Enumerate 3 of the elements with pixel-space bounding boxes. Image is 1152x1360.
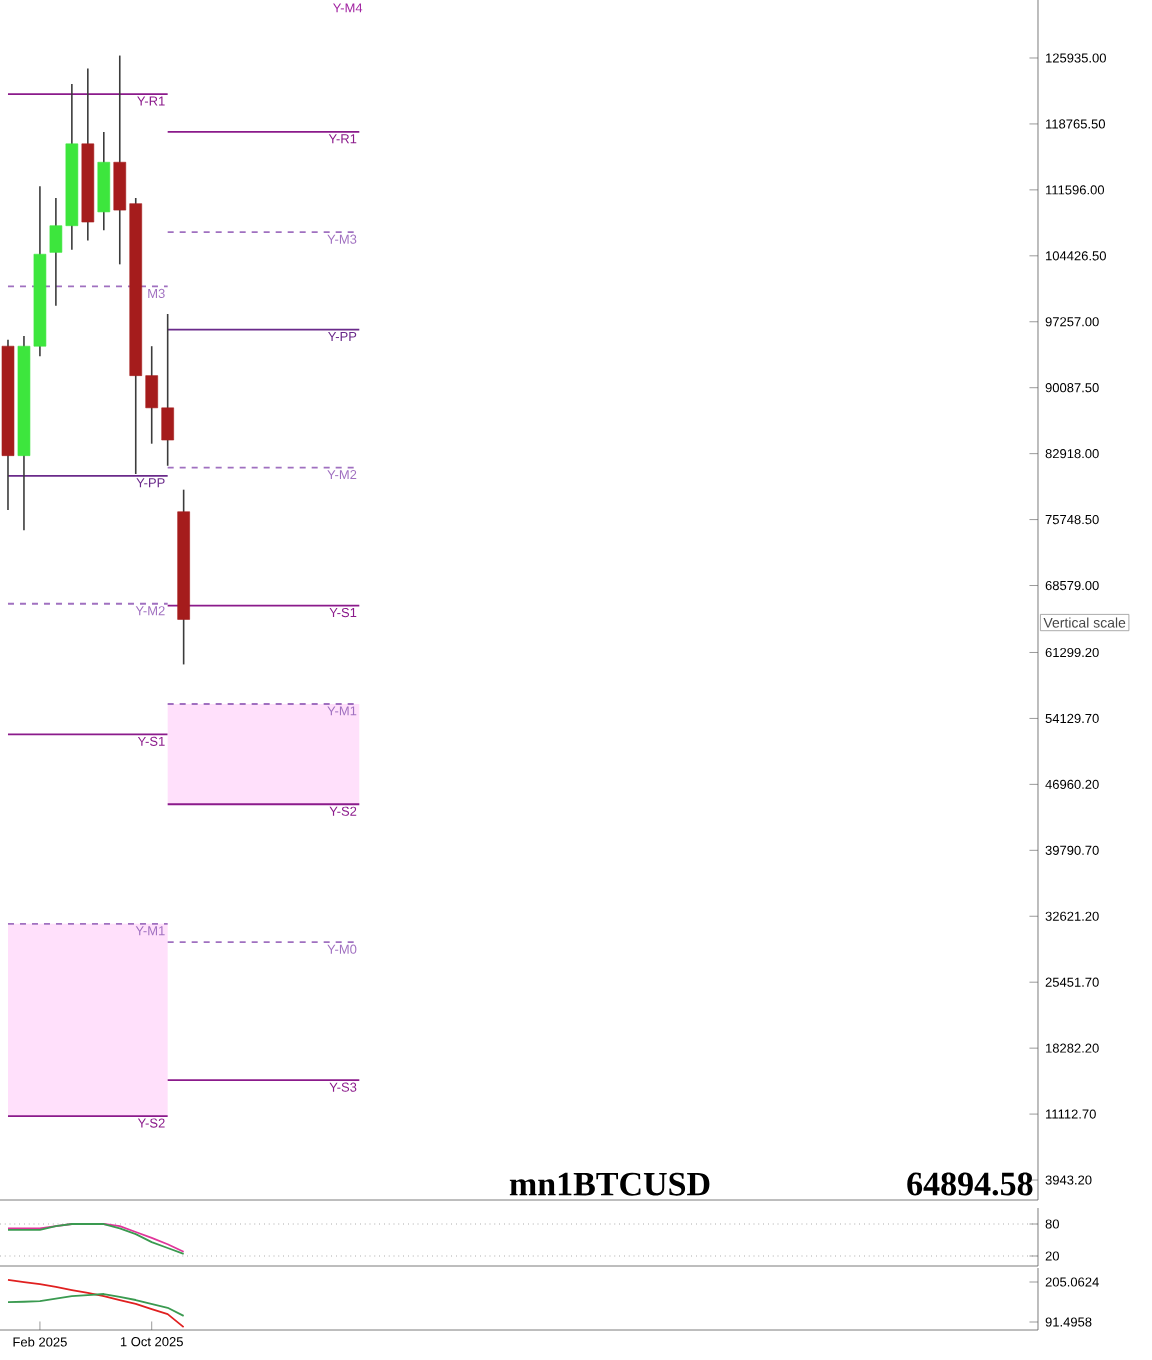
annotation: 64894.58 xyxy=(907,1172,1033,1196)
text: mn1BTCUSD xyxy=(509,1172,710,1196)
line-series xyxy=(7,1279,185,1329)
